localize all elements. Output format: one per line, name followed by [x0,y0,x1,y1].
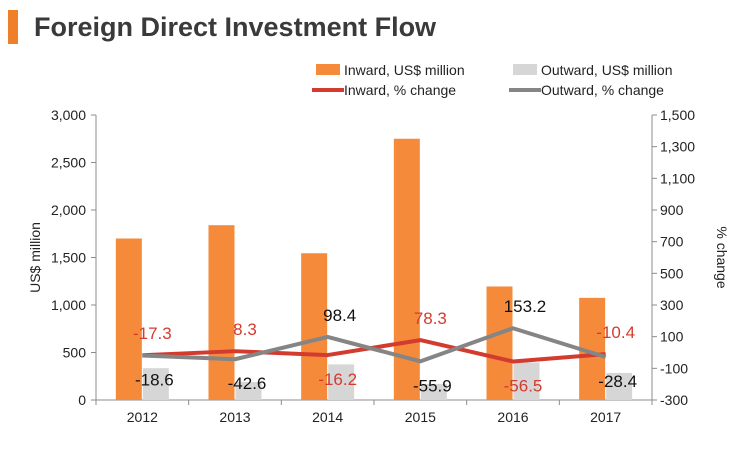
left-tick-label: 1,000 [51,297,86,313]
legend-swatch [513,64,537,75]
legend-label: Inward, US$ million [344,62,465,78]
outward-change-label: 98.4 [323,306,356,325]
outward-change-line [142,326,607,364]
x-tick-label: 2014 [312,409,343,425]
inward-bar [115,238,142,400]
inward-bar [301,253,328,400]
right-tick-label: 1,100 [660,170,695,186]
title-accent-bar [8,10,18,44]
outward-bar [142,368,169,400]
outward-change-label: -18.6 [135,370,174,389]
inward-change-label: -17.3 [133,324,172,343]
outward-change-label: -28.4 [598,372,637,391]
legend-swatch [316,64,340,75]
outward-bar [606,372,633,400]
inward-bar [208,225,235,400]
inward-change-label: -10.4 [596,323,635,342]
outward-bar [420,383,447,400]
right-tick-label: 700 [660,234,684,250]
left-tick-label: 2,500 [51,155,86,171]
legend-label: Outward, % change [541,82,664,98]
x-tick-label: 2016 [497,409,528,425]
left-tick-label: 0 [78,392,86,408]
right-tick-label: -100 [660,360,688,376]
x-tick-label: 2013 [219,409,250,425]
chart-axes: 0 500 1,000 1,500 2,000 2,500 3,000 -300 -100 100… [27,107,730,425]
right-tick-label: 100 [660,329,684,345]
chart-bars [115,138,633,400]
x-tick-label: 2012 [127,409,158,425]
right-tick-label: 1,500 [660,107,695,123]
inward-change-label: -16.2 [318,370,357,389]
left-tick-label: 1,500 [51,250,86,266]
left-tick-label: 500 [63,345,87,361]
legend-label: Inward, % change [344,82,456,98]
outward-change-label: -55.9 [413,376,452,395]
x-tick-label: 2015 [405,409,436,425]
y-axis-label: US$ million [27,222,43,293]
left-tick-label: 2,000 [51,202,86,218]
right-tick-label: 1,300 [660,139,695,155]
chart-legend: Inward, US$ million Outward, US$ million I… [312,62,673,98]
inward-change-label: 8.3 [233,320,257,339]
chart-lines [142,326,607,364]
right-tick-label: -300 [660,392,688,408]
y2-axis-label: % change [714,226,730,288]
page-title: Foreign Direct Investment Flow [34,12,437,42]
chart-data-labels: -17.3 8.3 -16.2 78.3 -56.5 -10.4 -18.6 -42.6 98.… [133,297,637,395]
outward-change-label: -42.6 [228,374,267,393]
right-tick-label: 900 [660,202,684,218]
legend-label: Outward, US$ million [541,62,673,78]
outward-bar [328,364,355,400]
inward-bar [486,286,513,400]
left-tick-label: 3,000 [51,107,86,123]
outward-change-label: 153.2 [504,297,547,316]
outward-bar [513,362,540,400]
right-tick-label: 300 [660,297,684,313]
inward-change-label: 78.3 [414,309,447,328]
inward-change-label: -56.5 [504,376,543,395]
x-tick-label: 2017 [590,409,621,425]
outward-bar [235,381,262,400]
right-tick-label: 500 [660,265,684,281]
